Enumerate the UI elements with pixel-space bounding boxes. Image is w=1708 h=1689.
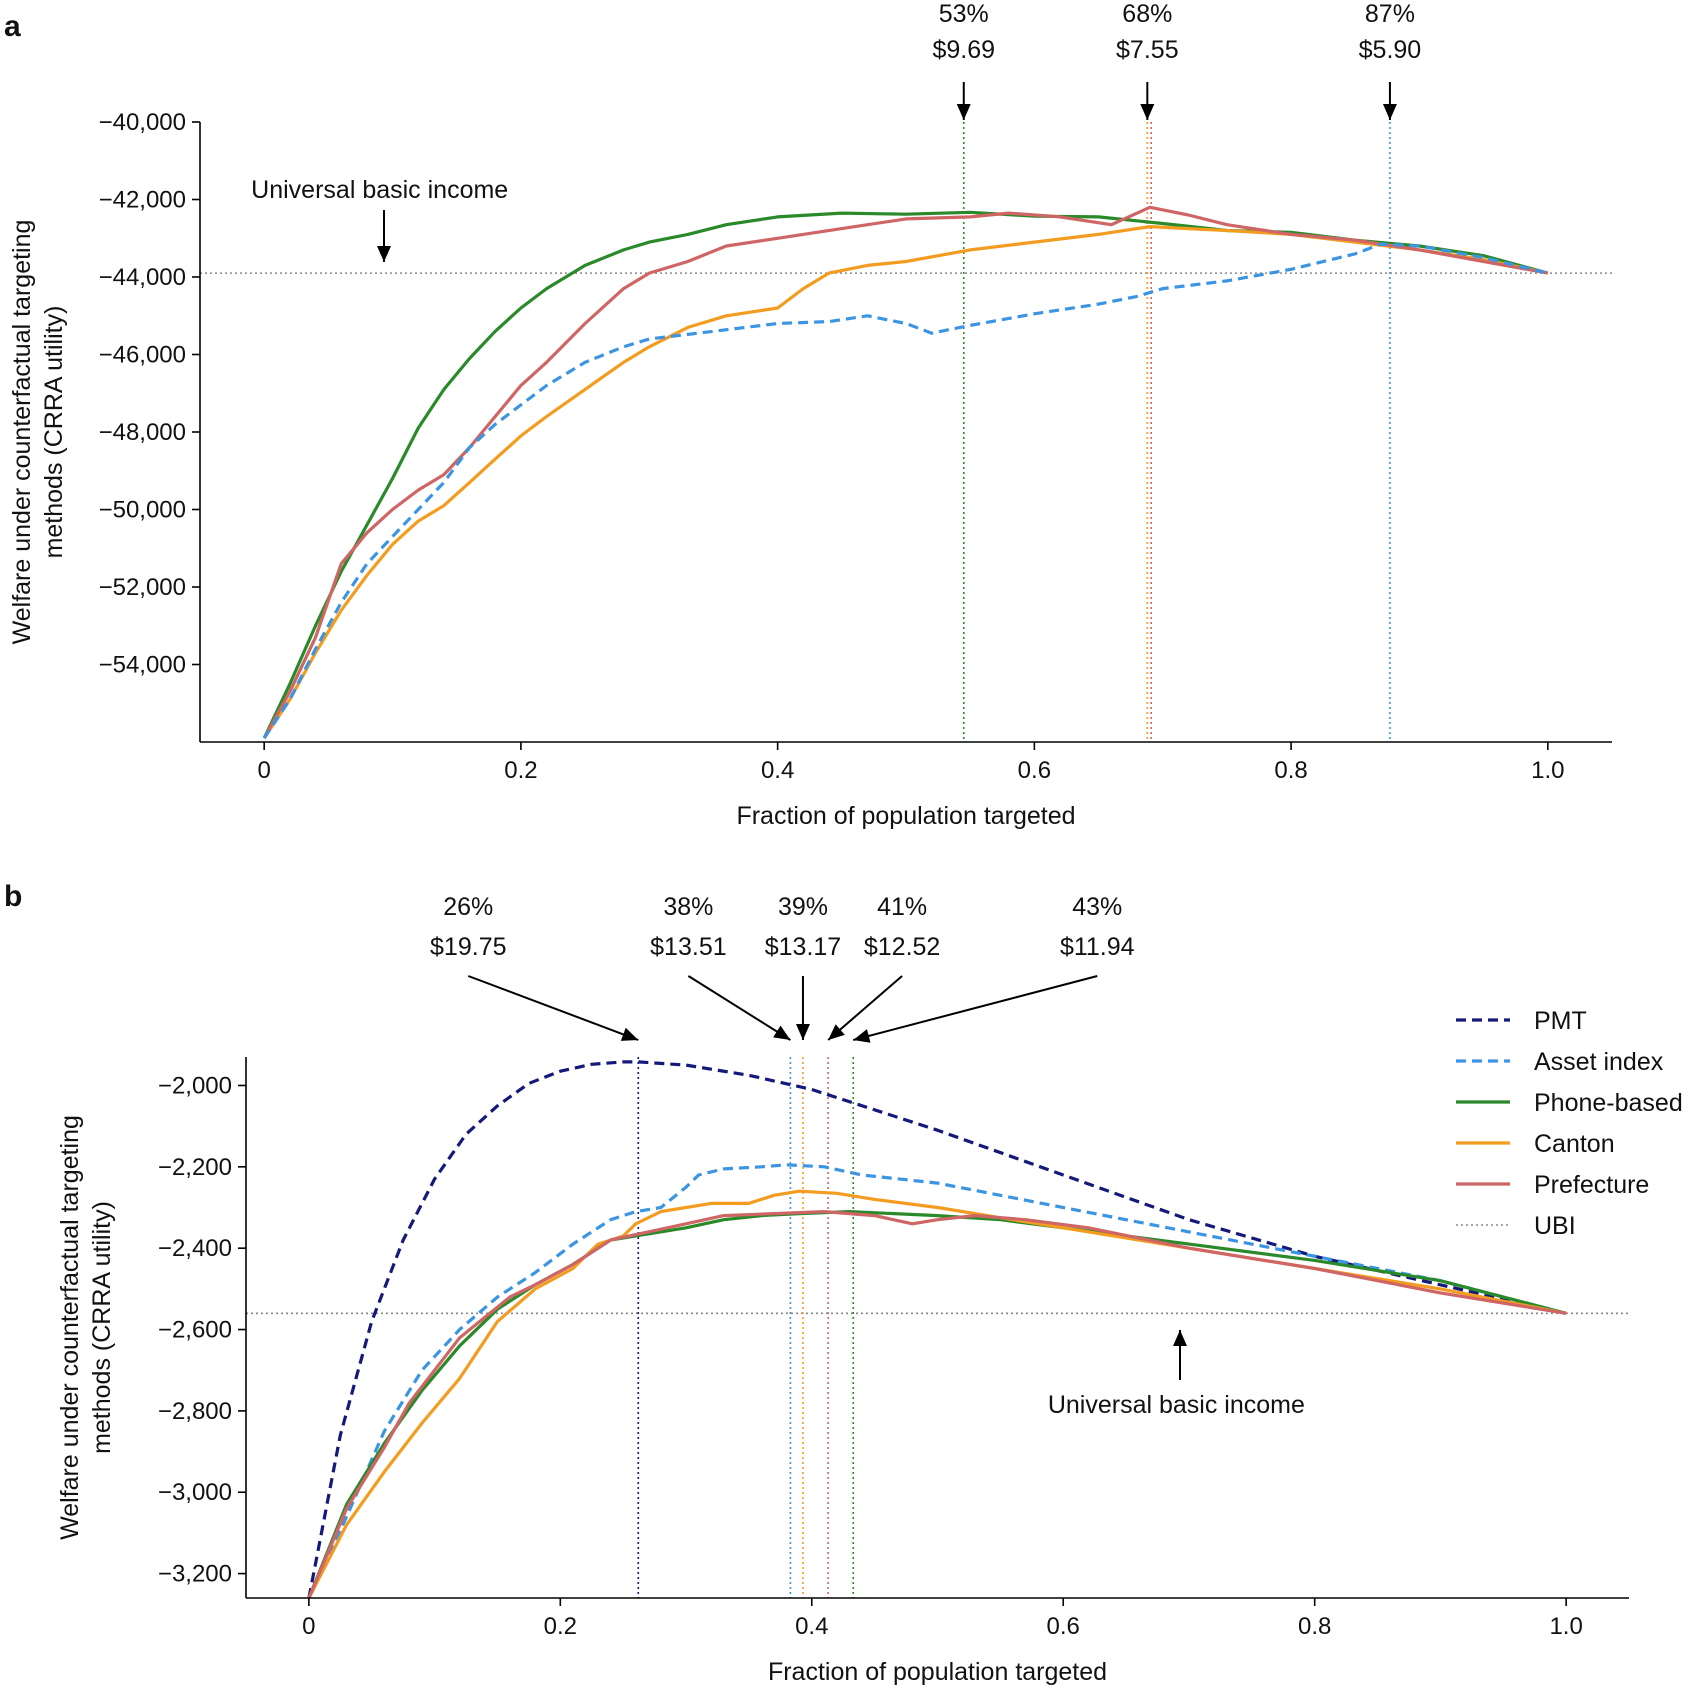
x-tick-label: 0.6 [1047,1613,1080,1640]
optimum-amount-label: $9.69 [932,36,995,64]
y-tick-label: −2,400 [158,1235,232,1262]
legend-label: Asset index [1534,1048,1664,1076]
y-tick-label: −50,000 [99,497,186,524]
optimum-amount-label: $7.55 [1116,36,1179,64]
series-line-asset-index [307,1163,1567,1599]
series-line-phone-based [307,1209,1567,1599]
x-tick-label: 0.8 [1298,1613,1331,1640]
series-line-pmt [307,1060,1567,1599]
panel-label: a [4,10,21,43]
y-tick-label: −2,000 [158,1072,232,1099]
legend-label: Phone-based [1534,1089,1683,1117]
legend-label: Canton [1534,1130,1615,1158]
ubi-annotation-label: Universal basic income [1048,1391,1305,1419]
x-tick-label: 1.0 [1531,757,1564,784]
series-line-asset-index [262,242,1549,739]
optimum-arrow-head [773,1025,791,1040]
series-line-prefecture [307,1209,1567,1599]
ubi-annotation-arrow-head [377,246,391,262]
x-tick-label: 0.2 [544,1613,577,1640]
x-axis-title: Fraction of population targeted [736,802,1075,830]
y-tick-label: −42,000 [99,187,186,214]
optimum-arrow-head [956,104,971,120]
optimum-amount-label: $19.75 [430,933,506,961]
y-tick-label: −2,800 [158,1398,232,1425]
y-axis-title-line: methods (CRRA utility) [88,1201,116,1454]
x-tick-label: 0.4 [795,1613,828,1640]
y-axis-title-line: Welfare under counterfactual targeting [8,220,36,645]
legend-label: Prefecture [1534,1171,1649,1199]
optimum-arrow-head [828,1024,845,1040]
series-line-canton [262,225,1549,739]
x-tick-label: 0.4 [761,757,794,784]
optimum-arrow-head [795,1024,810,1040]
legend-label: UBI [1534,1212,1576,1240]
optimum-arrow-head [620,1027,639,1041]
optimum-arrow-shaft [467,975,639,1041]
y-tick-label: −3,000 [158,1479,232,1506]
optimum-arrow-shaft [853,975,1098,1041]
y-tick-label: −52,000 [99,574,186,601]
optimum-amount-label: $13.17 [765,933,841,961]
ubi-annotation-label: Universal basic income [251,176,508,204]
optimum-arrow-shaft [687,975,791,1041]
optimum-percent-label: 41% [877,893,927,921]
y-tick-label: −44,000 [99,264,186,291]
panel-a-chart: a 0 0.2 0.4 0.6 0.8 1.0 −54,000 −52,000 −50,000 −4… [4,0,1612,830]
y-axis-title-line: Welfare under counterfactual targeting [56,1115,84,1540]
y-tick-label: −46,000 [99,342,186,369]
legend-label: PMT [1534,1007,1587,1035]
x-axis-title: Fraction of population targeted [768,1658,1107,1686]
optimum-amount-label: $13.51 [650,933,726,961]
series-line-canton [307,1189,1567,1599]
series-line-phone-based [262,210,1549,739]
legend: PMT Asset index Phone-based Canton Prefectur… [1456,1007,1683,1240]
y-tick-label: −48,000 [99,419,186,446]
optimum-arrow-head [1140,104,1155,120]
x-tick-label: 0.8 [1274,757,1307,784]
panel-label: b [4,880,22,913]
optimum-percent-label: 26% [443,893,493,921]
y-tick-label: −2,200 [158,1154,232,1181]
panel-b-chart: b 0 0.2 0.4 0.6 0.8 1.0 −3,200 −3,000 −2,800 −2,60… [4,880,1629,1686]
series-line-prefecture [262,205,1549,739]
optimum-percent-label: 43% [1072,893,1122,921]
x-tick-label: 0 [302,1613,315,1640]
optimum-amount-label: $11.94 [1060,933,1135,961]
optimum-percent-label: 39% [778,893,828,921]
ubi-annotation-arrow-head [1173,1330,1187,1346]
optimum-arrow-head [1382,104,1397,120]
y-tick-label: −3,200 [158,1561,232,1588]
y-tick-label: −2,600 [158,1317,232,1344]
optimum-arrow-head [853,1029,871,1043]
optimum-amount-label: $12.52 [864,933,940,961]
x-tick-label: 0.2 [504,757,537,784]
optimum-percent-label: 53% [939,0,989,28]
optimum-percent-label: 87% [1365,0,1415,28]
optimum-percent-label: 38% [663,893,713,921]
x-tick-label: 0.6 [1018,757,1051,784]
x-tick-label: 0 [258,757,271,784]
x-tick-label: 1.0 [1549,1613,1582,1640]
y-tick-label: −40,000 [99,109,186,136]
optimum-arrow-shaft [827,975,903,1041]
optimum-percent-label: 68% [1122,0,1172,28]
y-axis-title-line: methods (CRRA utility) [40,306,68,559]
y-tick-label: −54,000 [99,652,186,679]
optimum-amount-label: $5.90 [1359,36,1422,64]
